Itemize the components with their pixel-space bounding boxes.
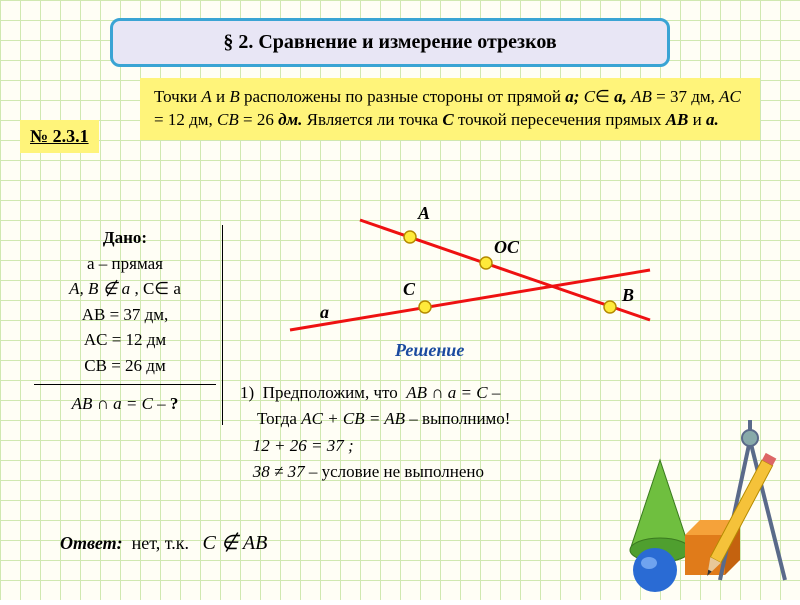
svg-text:OC: OC xyxy=(494,237,520,257)
geometry-diagram: A C OC Ba xyxy=(280,200,660,360)
given-line: a – прямая xyxy=(30,251,220,277)
given-divider xyxy=(34,384,216,385)
answer-line: Ответ: нет, т.к. C ∉ AB xyxy=(60,530,267,555)
svg-text:B: B xyxy=(621,285,634,305)
given-line: AB = 37 дм, xyxy=(30,302,220,328)
given-line: CB = 26 дм xyxy=(30,353,220,379)
vertical-divider xyxy=(222,225,223,425)
given-block: Дано: a – прямая A, B ∉ a , C∈ a AB = 37… xyxy=(30,225,220,417)
svg-text:C: C xyxy=(403,279,416,299)
given-header: Дано: xyxy=(30,225,220,251)
solution-line: 12 + 26 = 37 ; xyxy=(240,433,700,459)
problem-statement: Точки A и B расположены по разные сторон… xyxy=(140,78,760,140)
section-title: § 2. Сравнение и измерение отрезков xyxy=(110,18,670,67)
given-line: A, B ∉ a , C∈ a xyxy=(30,276,220,302)
solution-line: Тогда AC + CB = AB – выполнимо! xyxy=(240,406,700,432)
given-line: AC = 12 дм xyxy=(30,327,220,353)
solution-line: 1) Предположим, что AB ∩ a = C – xyxy=(240,380,700,406)
problem-number: № 2.3.1 xyxy=(20,120,99,153)
solution-line: 38 ≠ 37 – условие не выполнено xyxy=(240,459,700,485)
svg-text:a: a xyxy=(320,302,329,322)
solution-label: Решение xyxy=(395,340,464,361)
svg-text:A: A xyxy=(417,203,430,223)
given-question: AB ∩ a = C – ? xyxy=(30,391,220,417)
solution-body: 1) Предположим, что AB ∩ a = C – Тогда A… xyxy=(240,380,700,485)
